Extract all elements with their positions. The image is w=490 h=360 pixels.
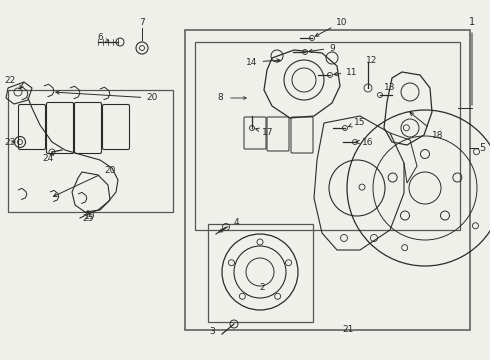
Text: 21: 21: [343, 325, 354, 334]
Bar: [208, 224, 313, 322]
Text: 20: 20: [53, 166, 116, 197]
Text: 10: 10: [316, 18, 348, 36]
Bar: [185, 30, 470, 330]
Text: 9: 9: [309, 44, 335, 53]
Text: 1: 1: [469, 17, 475, 27]
Text: 6: 6: [97, 33, 103, 42]
Text: 3: 3: [209, 328, 215, 337]
Text: 14: 14: [246, 58, 280, 67]
Text: 16: 16: [356, 138, 374, 147]
Text: 23: 23: [4, 138, 15, 147]
Text: 7: 7: [139, 18, 145, 27]
Text: 24: 24: [42, 153, 53, 162]
Text: 4: 4: [220, 217, 239, 232]
Bar: [195, 42, 460, 230]
Text: 12: 12: [367, 55, 378, 64]
Bar: [8, 90, 173, 212]
Text: 18: 18: [410, 112, 444, 140]
Text: 2: 2: [259, 284, 265, 292]
Text: 11: 11: [334, 68, 358, 77]
Text: 19: 19: [84, 212, 96, 220]
Text: 17: 17: [256, 127, 274, 136]
Text: 20: 20: [56, 91, 158, 103]
Text: 25: 25: [82, 213, 94, 222]
Text: 8: 8: [217, 94, 223, 103]
Text: 13: 13: [384, 84, 396, 93]
Text: 22: 22: [4, 76, 15, 85]
Text: 15: 15: [348, 117, 366, 127]
Text: 5: 5: [479, 143, 485, 153]
